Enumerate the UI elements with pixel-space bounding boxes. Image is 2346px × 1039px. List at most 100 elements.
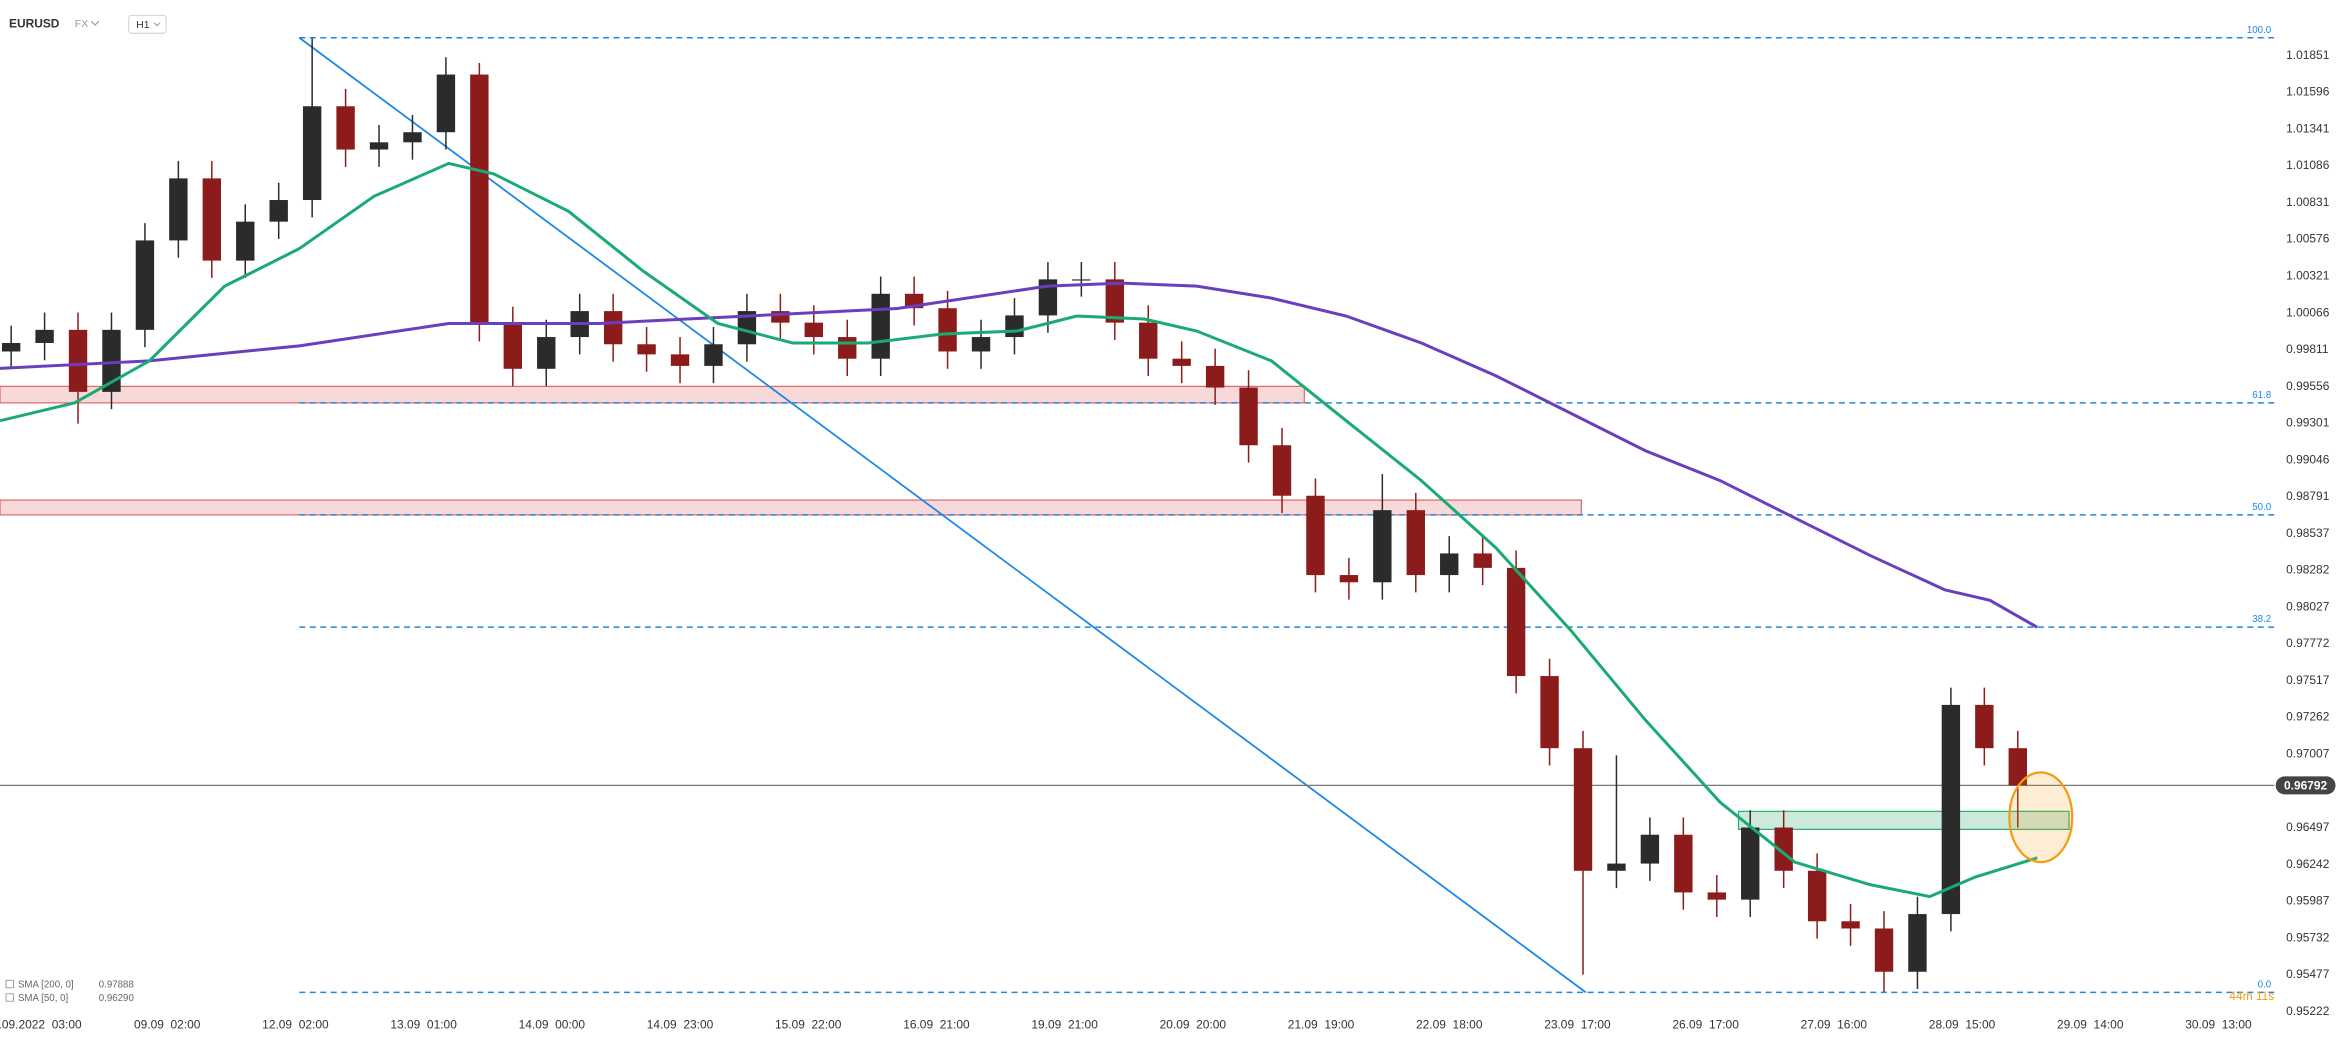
x-tick-label: 27.09 16:00 — [1801, 1017, 1868, 1031]
candle-body — [1005, 315, 1024, 338]
highlight-ellipse — [2008, 771, 2074, 864]
interval-button[interactable] — [128, 14, 167, 34]
y-tick-label: 0.98282 — [2286, 563, 2330, 577]
candle-body — [1674, 834, 1693, 893]
x-tick-label: 21.09 19:00 — [1288, 1017, 1355, 1031]
fib-label: 50.0 — [2252, 502, 2272, 513]
plot-area: 100.0 61.8 50.0 38.2 0.0 SMA [200, 0] 0.97888 S… — [0, 25, 2336, 1031]
candle-body — [1607, 863, 1626, 871]
y-tick-label: 1.00576 — [2286, 232, 2330, 246]
candle-body — [202, 178, 222, 261]
x-tick-label: 14.09 00:00 — [519, 1017, 586, 1031]
symbol[interactable]: EURUSD — [9, 16, 60, 30]
candle-body — [236, 221, 255, 261]
candle-body — [670, 354, 690, 366]
candle-body — [68, 329, 88, 392]
market: FX — [75, 19, 88, 30]
candle-body — [1, 342, 21, 352]
candle-body — [1172, 358, 1191, 366]
y-tick-label: 1.00831 — [2286, 195, 2330, 209]
candle-body — [35, 329, 54, 343]
candle-body — [1105, 279, 1124, 323]
legend-name: SMA [200, 0] — [18, 979, 74, 990]
legend-value: 0.96290 — [99, 993, 135, 1004]
dropdown-icon — [153, 22, 161, 27]
fib-label: 38.2 — [2252, 614, 2271, 625]
y-tick-label: 0.97517 — [2286, 673, 2330, 687]
zone — [0, 499, 1582, 516]
x-tick-label: 15.09 22:00 — [775, 1017, 842, 1031]
x-tick-label: 28.09 15:00 — [1929, 1017, 1996, 1031]
candle-body — [1841, 921, 1860, 929]
candle-body — [436, 74, 456, 133]
candle-body — [470, 74, 489, 325]
x-tick-label: 13.09 01:00 — [390, 1017, 457, 1031]
y-tick-label: 1.01341 — [2286, 121, 2330, 135]
candle-body — [269, 200, 288, 222]
candle-body — [302, 106, 322, 201]
y-tick-label: 0.97007 — [2286, 747, 2330, 761]
candle-body — [503, 324, 523, 369]
y-tick-label: 1.00066 — [2286, 305, 2330, 319]
legend-value: 0.97888 — [99, 979, 134, 990]
candle-body — [336, 106, 355, 150]
x-tick-label: 12.09 02:00 — [262, 1017, 329, 1031]
candle-body — [1339, 575, 1359, 583]
dropdown-icon[interactable] — [90, 20, 100, 26]
candle-body — [1038, 279, 1058, 316]
candle-body — [1741, 827, 1760, 900]
interval[interactable]: H1 — [136, 20, 150, 31]
candle-body — [1941, 704, 1961, 915]
candle-body — [637, 344, 656, 355]
candle-body — [1774, 827, 1793, 871]
candle-body — [403, 132, 422, 143]
candle-body — [1707, 892, 1726, 900]
candle-body — [1139, 322, 1158, 359]
candle-body — [1540, 676, 1559, 749]
sma-line — [0, 161, 2038, 899]
candle-body — [838, 337, 857, 359]
candle-body — [1272, 445, 1292, 496]
sma-line — [0, 281, 2039, 629]
candle-body — [704, 344, 723, 366]
y-tick-label: 0.95987 — [2286, 894, 2330, 908]
candle-body — [135, 240, 155, 330]
y-tick-label: 0.98537 — [2286, 526, 2330, 540]
candle-body — [1874, 928, 1894, 972]
price-tag — [2275, 776, 2336, 795]
candle-body — [1239, 387, 1258, 446]
y-tick-label: 0.99556 — [2286, 379, 2330, 393]
y-tick-label: 0.95222 — [2286, 1004, 2330, 1018]
price-tag-label: 0.96792 — [2284, 778, 2328, 792]
x-tick-label: 26.09 17:00 — [1672, 1017, 1739, 1031]
candle-body — [369, 142, 389, 150]
candle-body — [102, 329, 121, 392]
candle-body — [1573, 748, 1593, 871]
candle-body — [971, 337, 991, 352]
legend-icon — [5, 993, 14, 1002]
y-tick-label: 1.01086 — [2286, 158, 2330, 172]
y-tick-label: 0.95477 — [2286, 967, 2330, 981]
candle-body — [1205, 365, 1225, 388]
legend-name: SMA [50, 0] — [18, 993, 68, 1004]
candle-body — [1473, 553, 1492, 568]
y-tick-label: 0.96497 — [2286, 820, 2330, 834]
candle-body — [537, 337, 556, 369]
y-tick-label: 0.98027 — [2286, 599, 2330, 613]
y-tick-label: 0.95732 — [2286, 930, 2330, 944]
candle-body — [771, 311, 790, 323]
candle-body — [804, 322, 823, 338]
x-tick-label: 09.09 02:00 — [134, 1017, 201, 1031]
x-tick-label: 20.09 20:00 — [1160, 1017, 1227, 1031]
y-tick-label: 0.96242 — [2286, 857, 2330, 871]
candle-body — [1406, 510, 1425, 576]
candle-body — [1908, 914, 1927, 972]
candle-body — [1440, 553, 1459, 576]
y-tick-label: 0.99811 — [2286, 342, 2329, 356]
candle-body — [1975, 704, 1994, 749]
x-tick-label: 29.09 14:00 — [2057, 1017, 2124, 1031]
candle-body — [1506, 567, 1526, 677]
y-tick-label: 0.99301 — [2286, 416, 2330, 430]
